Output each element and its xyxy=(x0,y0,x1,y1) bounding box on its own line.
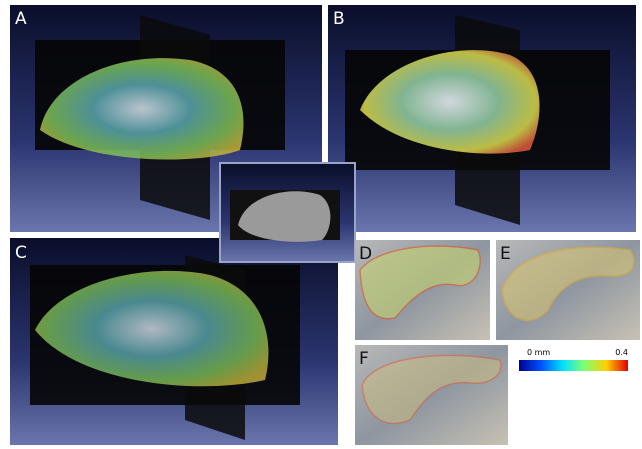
panel-b: B xyxy=(328,5,636,232)
colorbar-min-label: 0 mm xyxy=(527,348,550,357)
inset xyxy=(219,162,356,263)
panel-label: F xyxy=(359,349,369,369)
panel-c: C xyxy=(10,238,338,445)
brain-render xyxy=(35,270,269,387)
panel-f: F xyxy=(355,345,508,445)
region-outline xyxy=(359,245,481,320)
brain-render xyxy=(238,191,331,242)
colorbar-max-label: 0.4 xyxy=(615,348,628,357)
brain-render xyxy=(360,50,540,154)
panel-label: D xyxy=(359,244,372,264)
panel-d: D xyxy=(355,240,490,340)
panel-e: E xyxy=(496,240,640,340)
brain-render xyxy=(40,58,244,160)
region-outline xyxy=(361,354,502,425)
panel-label: A xyxy=(15,9,27,29)
colorbar: 0 mm 0.4 xyxy=(519,348,628,371)
panel-label: B xyxy=(333,9,345,29)
region-outline xyxy=(501,246,635,321)
colorbar-gradient xyxy=(519,360,628,371)
panel-a: A xyxy=(10,5,322,232)
panel-label: E xyxy=(500,244,511,264)
panel-label: C xyxy=(15,243,27,263)
